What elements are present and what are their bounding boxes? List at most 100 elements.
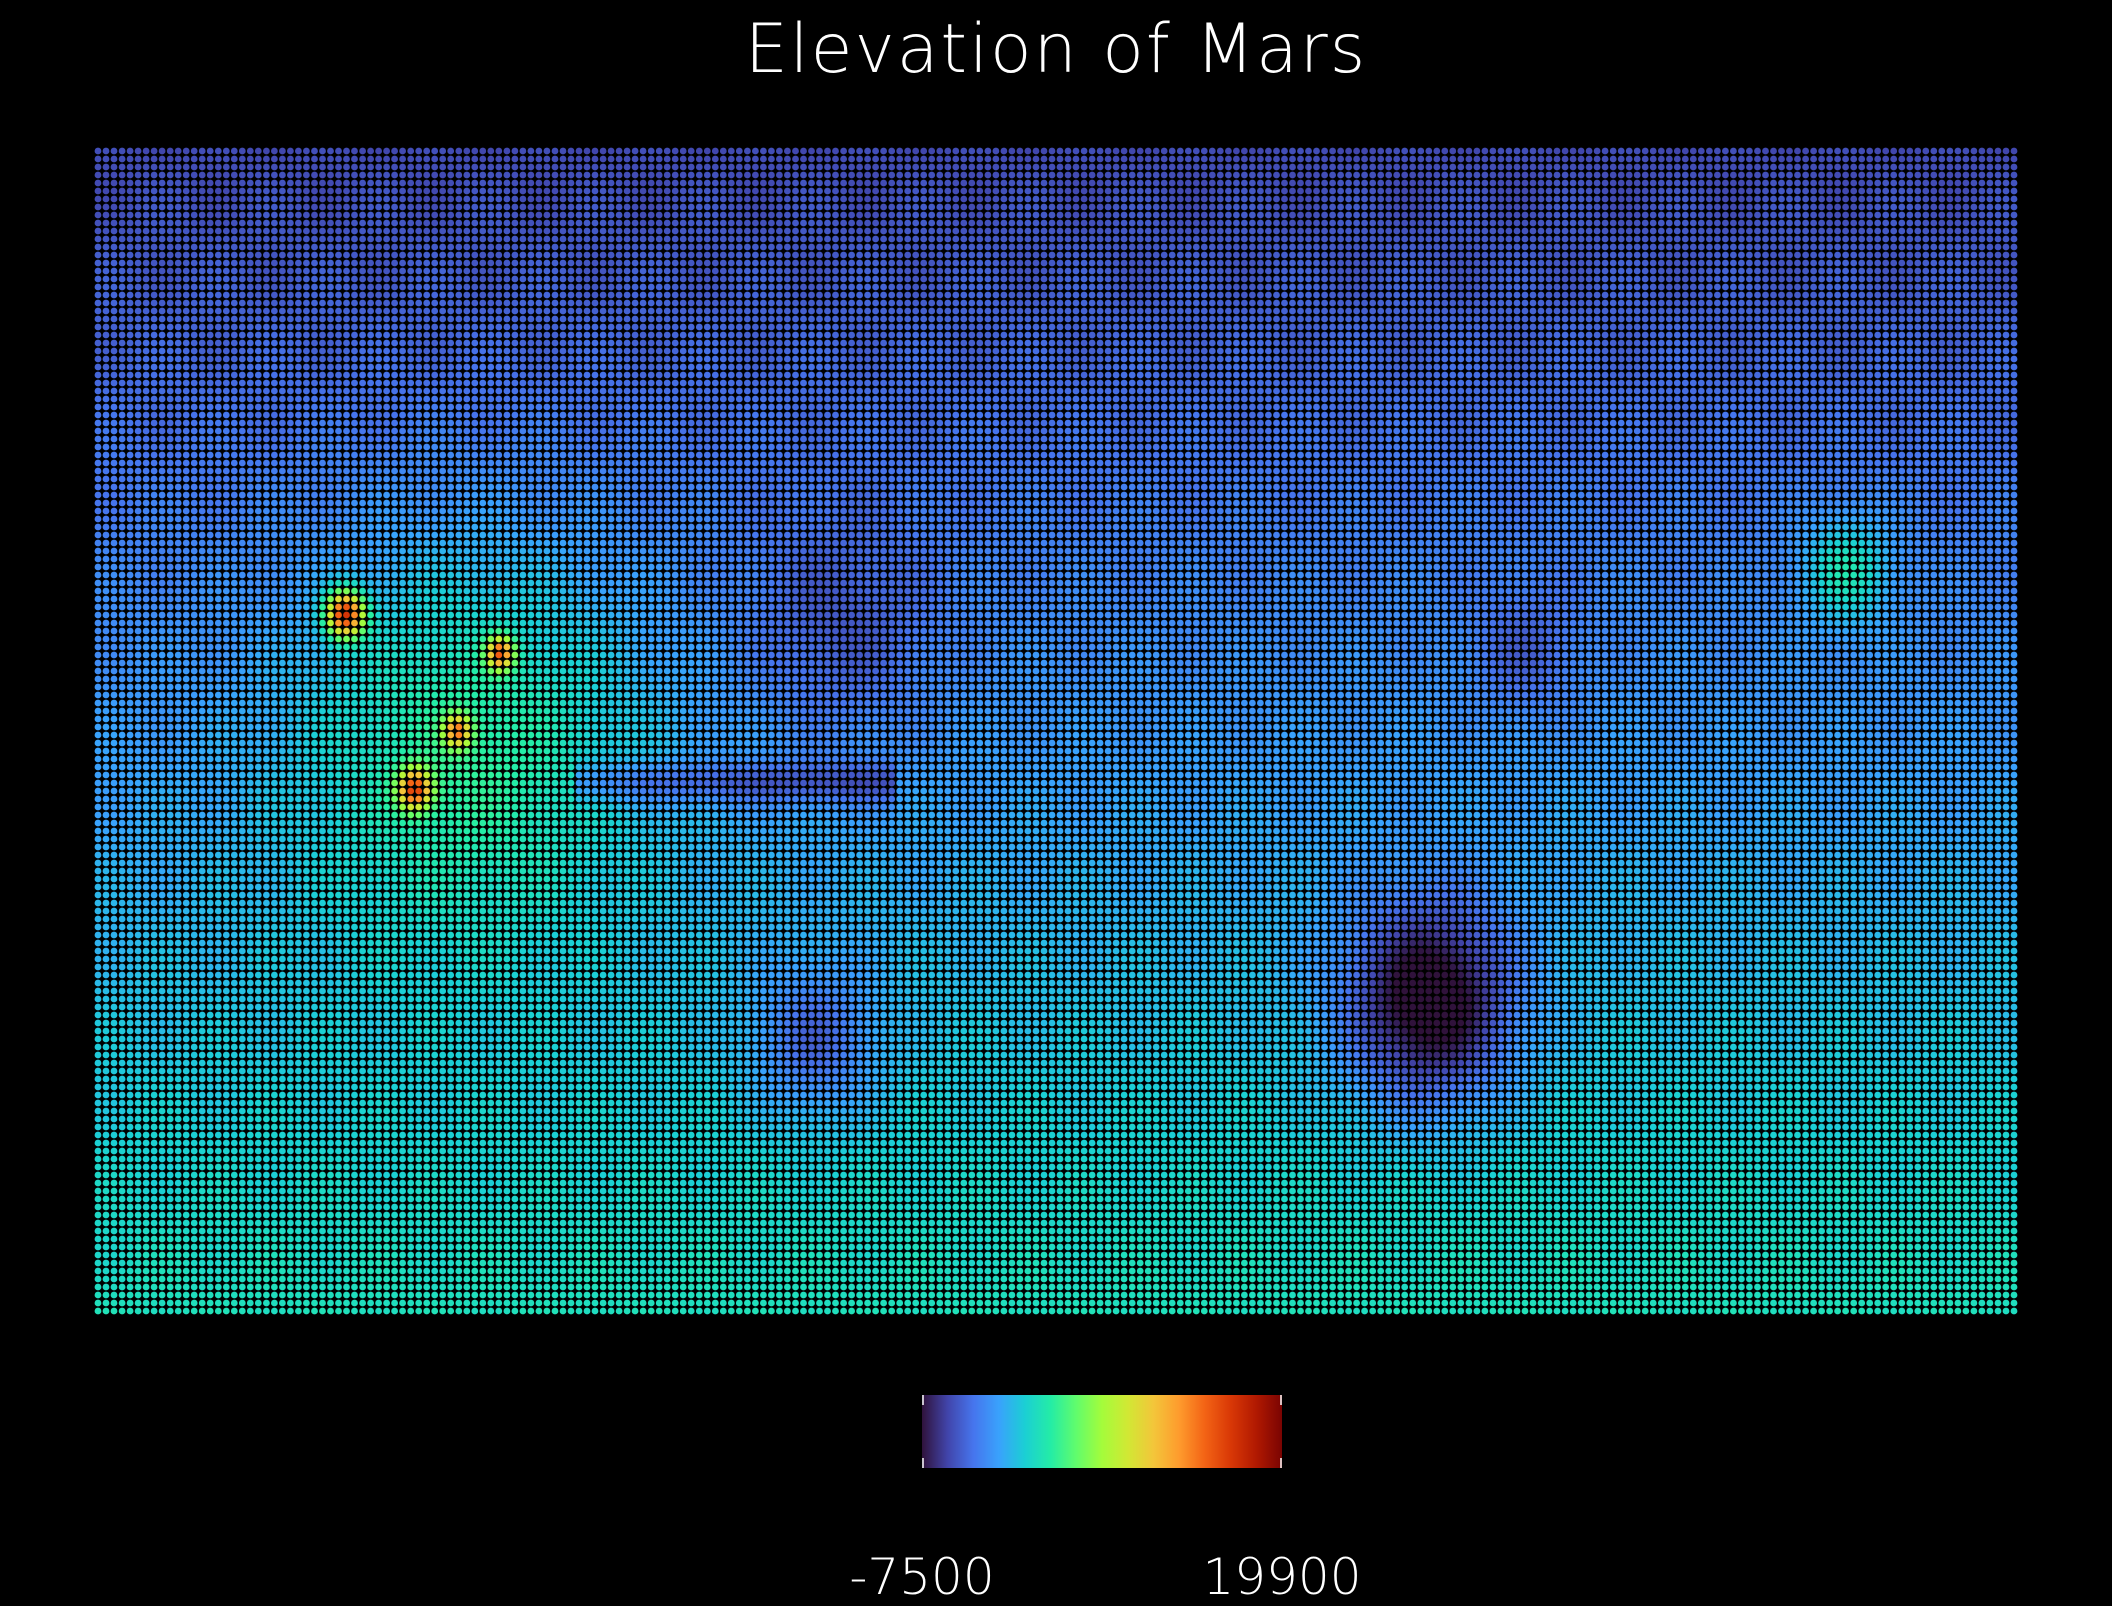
elevation-dot: [1474, 188, 1481, 195]
elevation-dot: [95, 228, 102, 235]
elevation-dot: [1201, 172, 1208, 179]
elevation-dot: [512, 220, 519, 227]
elevation-dot: [415, 188, 422, 195]
elevation-dot: [824, 204, 831, 211]
elevation-dot: [1538, 204, 1545, 211]
elevation-dot: [1097, 212, 1104, 219]
elevation-dot: [1065, 228, 1072, 235]
elevation-dot: [1650, 228, 1657, 235]
elevation-dot: [648, 212, 655, 219]
elevation-dot: [552, 172, 559, 179]
elevation-dot: [1273, 212, 1280, 219]
elevation-dot: [167, 212, 174, 219]
elevation-dot: [1433, 220, 1440, 227]
elevation-dot: [1786, 204, 1793, 211]
elevation-dot: [287, 172, 294, 179]
elevation-dot: [2011, 156, 2018, 163]
elevation-dot: [175, 148, 182, 155]
elevation-dot: [1145, 180, 1152, 187]
elevation-dot: [1618, 204, 1625, 211]
elevation-dot: [1409, 148, 1416, 155]
elevation-dot: [1658, 196, 1665, 203]
elevation-dot: [872, 164, 879, 171]
elevation-dot: [143, 164, 150, 171]
elevation-dot: [1393, 156, 1400, 163]
elevation-dot: [231, 228, 238, 235]
elevation-dot: [1690, 148, 1697, 155]
elevation-dot: [2011, 180, 2018, 187]
elevation-dot: [463, 196, 470, 203]
elevation-dot: [1618, 188, 1625, 195]
elevation-dot: [471, 220, 478, 227]
elevation-dot: [776, 180, 783, 187]
elevation-dot: [888, 212, 895, 219]
elevation-dot: [848, 164, 855, 171]
elevation-dot: [207, 156, 214, 163]
elevation-dot: [1209, 180, 1216, 187]
elevation-dot: [1770, 228, 1777, 235]
elevation-dot: [1562, 212, 1569, 219]
elevation-dot: [648, 156, 655, 163]
elevation-dot: [199, 236, 206, 243]
elevation-dot: [1297, 164, 1304, 171]
elevation-dot: [111, 180, 118, 187]
elevation-dot: [592, 196, 599, 203]
elevation-dot: [752, 164, 759, 171]
elevation-dot: [311, 164, 318, 171]
elevation-dot: [656, 156, 663, 163]
elevation-dot: [375, 156, 382, 163]
elevation-dot: [1786, 188, 1793, 195]
elevation-dot: [1963, 220, 1970, 227]
elevation-dot: [1337, 220, 1344, 227]
elevation-dot: [856, 196, 863, 203]
elevation-dot: [103, 212, 110, 219]
elevation-dot: [968, 204, 975, 211]
elevation-dot: [1690, 172, 1697, 179]
elevation-dot: [343, 172, 350, 179]
elevation-dot: [1618, 220, 1625, 227]
elevation-dot: [1153, 196, 1160, 203]
elevation-dot: [1938, 148, 1945, 155]
elevation-dot: [1850, 180, 1857, 187]
elevation-dot: [1979, 172, 1986, 179]
elevation-dot: [1273, 228, 1280, 235]
elevation-dot: [1321, 180, 1328, 187]
elevation-dot: [487, 180, 494, 187]
elevation-dot: [1562, 156, 1569, 163]
elevation-dot: [1482, 156, 1489, 163]
elevation-dot: [167, 236, 174, 243]
elevation-dot: [319, 188, 326, 195]
elevation-dot: [287, 196, 294, 203]
elevation-dot: [1570, 164, 1577, 171]
elevation-dot: [1153, 212, 1160, 219]
elevation-dot: [1009, 204, 1016, 211]
elevation-dot: [1914, 220, 1921, 227]
elevation-dot: [1730, 220, 1737, 227]
elevation-dot: [1658, 164, 1665, 171]
elevation-dot: [1570, 220, 1577, 227]
elevation-dot: [127, 220, 134, 227]
elevation-dot: [463, 212, 470, 219]
elevation-dot: [375, 204, 382, 211]
elevation-dot: [1858, 148, 1865, 155]
elevation-dot: [1522, 172, 1529, 179]
elevation-dot: [1666, 164, 1673, 171]
elevation-dot: [1169, 164, 1176, 171]
elevation-dot: [495, 180, 502, 187]
elevation-dot: [1866, 196, 1873, 203]
elevation-dot: [936, 228, 943, 235]
elevation-dot: [1546, 212, 1553, 219]
elevation-dot: [1097, 164, 1104, 171]
elevation-dot: [1882, 180, 1889, 187]
elevation-dot: [1169, 196, 1176, 203]
elevation-dot: [1850, 212, 1857, 219]
elevation-dot: [383, 148, 390, 155]
elevation-dot: [1466, 172, 1473, 179]
elevation-dot: [1522, 212, 1529, 219]
elevation-dot: [1698, 148, 1705, 155]
elevation-dot: [1858, 212, 1865, 219]
elevation-dot: [287, 236, 294, 243]
elevation-dot: [1401, 188, 1408, 195]
elevation-dot: [1353, 188, 1360, 195]
elevation-dot: [928, 156, 935, 163]
